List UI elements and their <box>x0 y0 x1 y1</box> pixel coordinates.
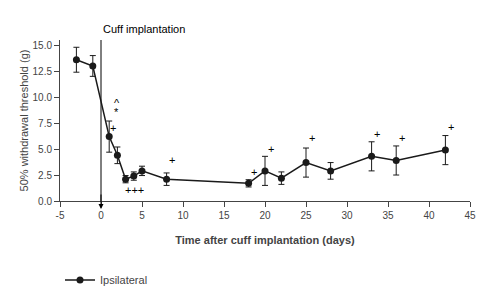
svg-text:5.0: 5.0 <box>38 144 52 155</box>
svg-text:10.0: 10.0 <box>33 92 53 103</box>
svg-text:20: 20 <box>259 210 271 221</box>
svg-text:40: 40 <box>423 210 435 221</box>
svg-text:+: + <box>268 143 274 155</box>
svg-text:+: + <box>448 121 454 133</box>
svg-text:+: + <box>110 122 116 134</box>
svg-text:30: 30 <box>341 210 353 221</box>
svg-text:Ipsilateral: Ipsilateral <box>100 274 147 286</box>
svg-text:-5: -5 <box>56 210 65 221</box>
svg-text:*: * <box>114 106 119 118</box>
svg-text:0: 0 <box>98 210 104 221</box>
svg-text:25: 25 <box>300 210 312 221</box>
svg-text:+: + <box>374 128 380 140</box>
svg-text:Cuff implantation: Cuff implantation <box>103 23 185 35</box>
svg-text:45: 45 <box>464 210 476 221</box>
svg-text:5: 5 <box>139 210 145 221</box>
svg-text:+: + <box>399 132 405 144</box>
svg-text:+++: +++ <box>125 184 144 196</box>
svg-text:+: + <box>309 132 315 144</box>
svg-text:12.5: 12.5 <box>33 66 53 77</box>
svg-text:^: ^ <box>114 97 120 109</box>
svg-text:35: 35 <box>382 210 394 221</box>
svg-text:7.5: 7.5 <box>38 118 52 129</box>
svg-text:15: 15 <box>218 210 230 221</box>
svg-text:+: + <box>169 154 175 166</box>
svg-text:0.0: 0.0 <box>38 196 52 207</box>
svg-text:50% withdrawal threshold (g): 50% withdrawal threshold (g) <box>18 50 30 192</box>
svg-text:2.5: 2.5 <box>38 170 52 181</box>
svg-text:+: + <box>251 166 257 178</box>
svg-text:15.0: 15.0 <box>33 40 53 51</box>
svg-text:10: 10 <box>177 210 189 221</box>
svg-text:Time after cuff implantation (: Time after cuff implantation (days) <box>175 234 355 246</box>
